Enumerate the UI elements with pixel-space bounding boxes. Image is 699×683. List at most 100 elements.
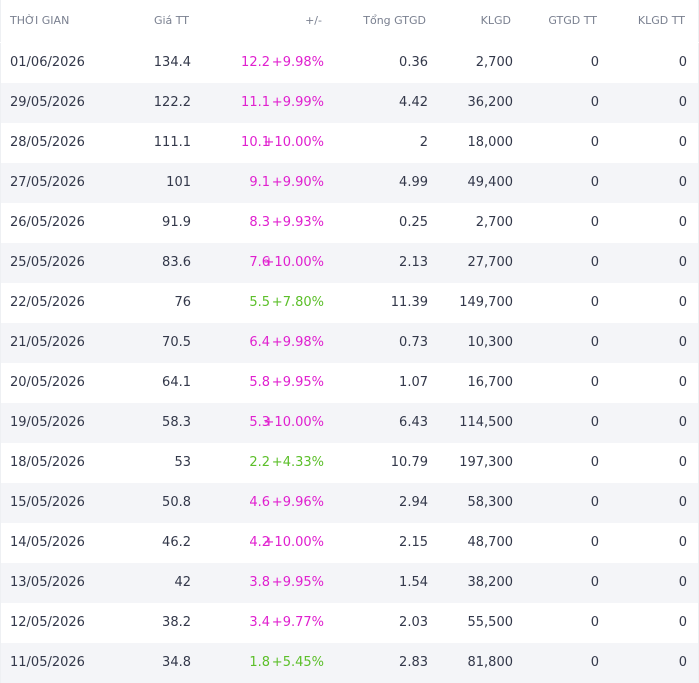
value-cell: +9.93% — [271, 215, 324, 230]
value-cell: 0 — [590, 95, 599, 110]
value-cell: 101 — [166, 175, 191, 190]
value-cell: 0 — [678, 455, 687, 470]
value-cell: +10.00% — [263, 535, 324, 550]
value-cell: 10.1 — [241, 135, 270, 150]
value-cell: 0 — [590, 495, 599, 510]
value-cell: 4.42 — [399, 95, 428, 110]
value-cell: 122.2 — [153, 95, 191, 110]
value-cell: 0 — [590, 455, 599, 470]
table-row: 29/05/2026 122.2 11.1 +9.99% 4.42 36,200 0 0 — [0, 83, 699, 123]
value-cell: 0 — [590, 375, 599, 390]
value-cell: +5.45% — [271, 655, 324, 670]
value-cell: 6.4 — [249, 335, 270, 350]
header-cell: THỜI GIAN — [10, 14, 70, 27]
value-cell: 76 — [174, 295, 191, 310]
value-cell: 2.13 — [399, 255, 428, 270]
value-cell: 7.6 — [249, 255, 270, 270]
value-cell: 27,700 — [467, 255, 514, 270]
date-cell: 28/05/2026 — [10, 135, 85, 150]
value-cell: 111.1 — [153, 135, 191, 150]
table-row: 22/05/2026 76 5.5 +7.80% 11.39 149,700 0 0 — [0, 283, 699, 323]
value-cell: 42 — [174, 575, 191, 590]
value-cell: 9.1 — [249, 175, 270, 190]
value-cell: +9.98% — [271, 55, 324, 70]
table-row: 15/05/2026 50.8 4.6 +9.96% 2.94 58,300 0 0 — [0, 483, 699, 523]
value-cell: 1.54 — [399, 575, 428, 590]
value-cell: 1.07 — [399, 375, 428, 390]
value-cell: 5.3 — [249, 415, 270, 430]
date-cell: 18/05/2026 — [10, 455, 85, 470]
value-cell: 5.8 — [249, 375, 270, 390]
table-row: 18/05/2026 53 2.2 +4.33% 10.79 197,300 0 0 — [0, 443, 699, 483]
value-cell: 48,700 — [467, 535, 514, 550]
value-cell: 0 — [590, 215, 599, 230]
value-cell: +9.95% — [271, 375, 324, 390]
value-cell: 5.5 — [249, 295, 270, 310]
table-row: 25/05/2026 83.6 7.6 +10.00% 2.13 27,700 0 0 — [0, 243, 699, 283]
value-cell: 1.8 — [249, 655, 270, 670]
date-cell: 01/06/2026 — [10, 55, 85, 70]
value-cell: 11.1 — [241, 95, 270, 110]
value-cell: 3.8 — [249, 575, 270, 590]
value-cell: 0 — [590, 415, 599, 430]
date-cell: 13/05/2026 — [10, 575, 85, 590]
value-cell: 0.25 — [399, 215, 428, 230]
value-cell: 2.83 — [399, 655, 428, 670]
value-cell: 0 — [678, 495, 687, 510]
value-cell: +9.90% — [271, 175, 324, 190]
value-cell: 4.99 — [399, 175, 428, 190]
table-row: 11/05/2026 34.8 1.8 +5.45% 2.83 81,800 0 0 — [0, 643, 699, 683]
value-cell: 2,700 — [475, 215, 513, 230]
value-cell: +4.33% — [271, 455, 324, 470]
value-cell: +10.00% — [263, 135, 324, 150]
header-cell: Giá TT — [153, 14, 189, 27]
value-cell: 38.2 — [162, 615, 191, 630]
value-cell: 0 — [678, 135, 687, 150]
value-cell: +7.80% — [271, 295, 324, 310]
value-cell: 10.79 — [390, 455, 428, 470]
value-cell: 114,500 — [459, 415, 513, 430]
value-cell: 0 — [590, 255, 599, 270]
value-cell: 2.94 — [399, 495, 428, 510]
value-cell: 0 — [590, 575, 599, 590]
value-cell: 70.5 — [162, 335, 191, 350]
value-cell: 0 — [590, 535, 599, 550]
value-cell: 0 — [678, 615, 687, 630]
value-cell: 0 — [590, 295, 599, 310]
value-cell: +9.99% — [271, 95, 324, 110]
date-cell: 11/05/2026 — [10, 655, 85, 670]
date-cell: 12/05/2026 — [10, 615, 85, 630]
value-cell: 197,300 — [459, 455, 513, 470]
table-row: 13/05/2026 42 3.8 +9.95% 1.54 38,200 0 0 — [0, 563, 699, 603]
date-cell: 22/05/2026 — [10, 295, 85, 310]
table-row: 21/05/2026 70.5 6.4 +9.98% 0.73 10,300 0 0 — [0, 323, 699, 363]
value-cell: 0 — [678, 175, 687, 190]
value-cell: +9.95% — [271, 575, 324, 590]
header-cell: Tổng GTGD — [363, 14, 426, 27]
value-cell: 2 — [419, 135, 428, 150]
value-cell: 36,200 — [467, 95, 514, 110]
value-cell: 0 — [678, 55, 687, 70]
value-cell: 6.43 — [399, 415, 428, 430]
table-row: 01/06/2026 134.4 12.2 +9.98% 0.36 2,700 0 0 — [0, 43, 699, 83]
value-cell: 16,700 — [467, 375, 514, 390]
value-cell: 0 — [590, 135, 599, 150]
header-cell: KLGD — [480, 14, 511, 27]
value-cell: 149,700 — [459, 295, 513, 310]
value-cell: 18,000 — [467, 135, 514, 150]
value-cell: 0 — [678, 95, 687, 110]
value-cell: 58.3 — [162, 415, 191, 430]
header-cell: GTGD TT — [548, 14, 597, 27]
value-cell: 64.1 — [162, 375, 191, 390]
table-row: 19/05/2026 58.3 5.3 +10.00% 6.43 114,500 0 0 — [0, 403, 699, 443]
value-cell: 58,300 — [467, 495, 514, 510]
value-cell: 34.8 — [162, 655, 191, 670]
value-cell: 0 — [678, 215, 687, 230]
value-cell: 0 — [678, 255, 687, 270]
header-cell: KLGD TT — [637, 14, 685, 27]
value-cell: 8.3 — [249, 215, 270, 230]
value-cell: 4.2 — [249, 535, 270, 550]
value-cell: 0 — [590, 55, 599, 70]
value-cell: +9.96% — [271, 495, 324, 510]
value-cell: +9.98% — [271, 335, 324, 350]
